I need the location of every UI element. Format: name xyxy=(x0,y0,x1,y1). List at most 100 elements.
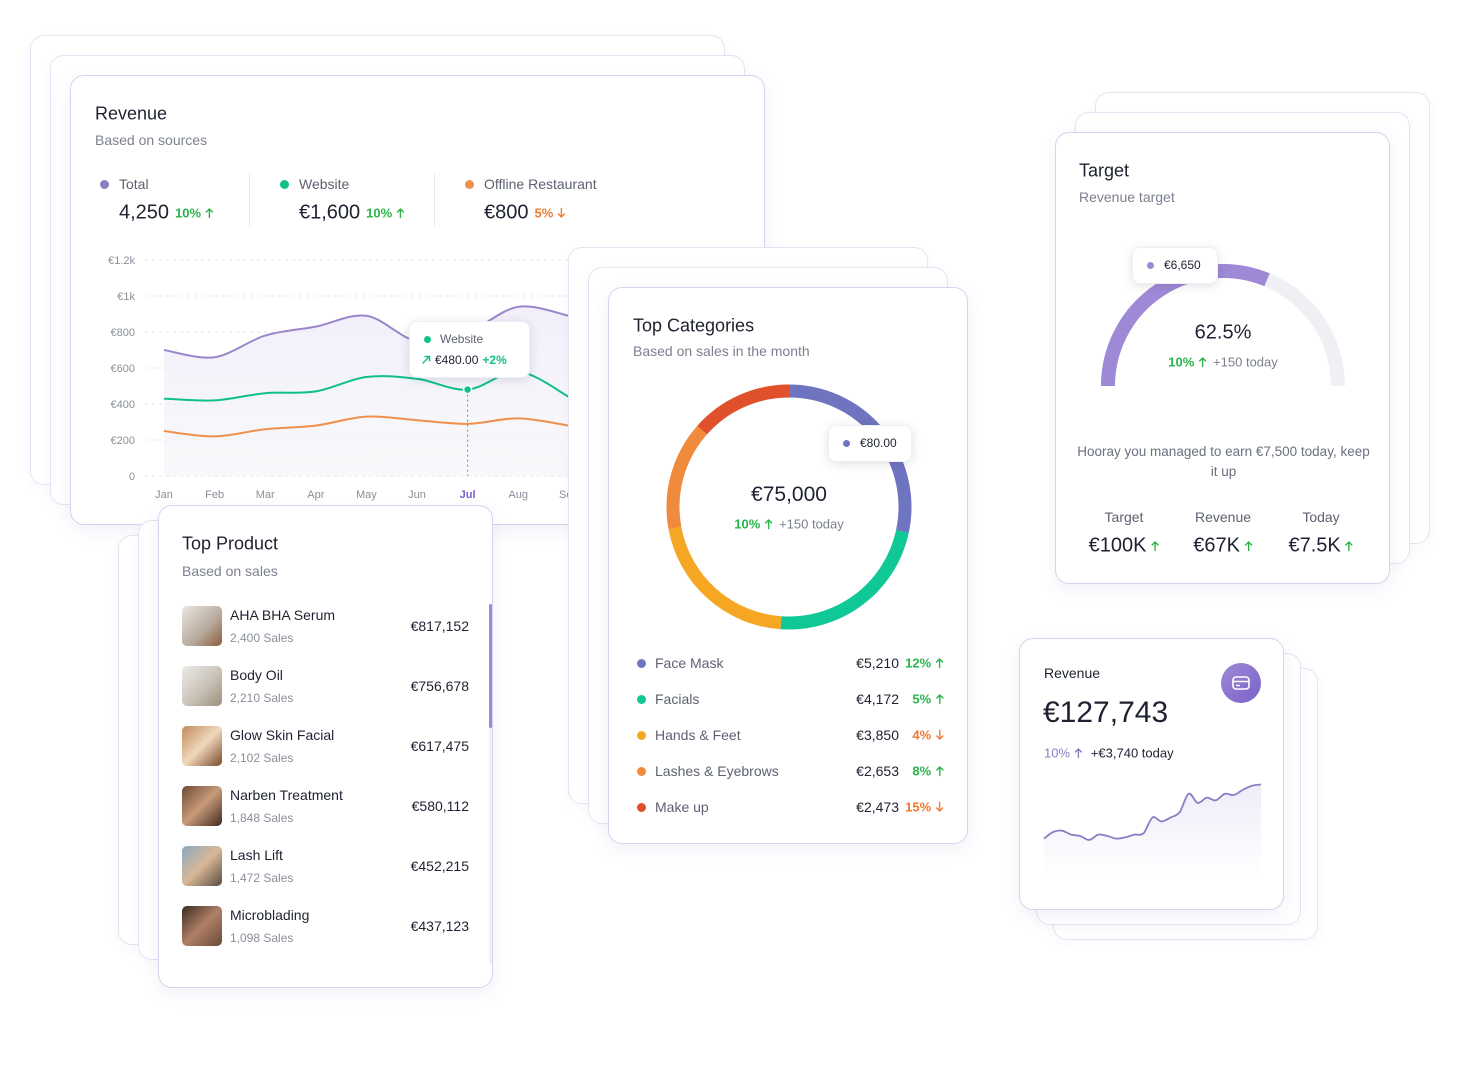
stat-value: 4,250 xyxy=(119,201,170,224)
stat-name: Revenue xyxy=(1194,509,1252,525)
card-title: Top Categories xyxy=(633,315,755,336)
x-tick-label: Mar xyxy=(256,489,275,501)
stat-name: Today xyxy=(1302,509,1340,525)
line-series xyxy=(163,415,569,438)
arrow-icon xyxy=(935,801,944,812)
arrow-path xyxy=(557,207,566,218)
revenue-summary-card: Revenue €127,743 10% +€3,740 today xyxy=(1019,638,1284,910)
y-tick-label: €400 xyxy=(111,399,135,411)
legend-label: Facials xyxy=(655,691,700,707)
tooltip: Website €480.00 +2% xyxy=(409,321,530,378)
x-tick-label: Apr xyxy=(307,489,324,501)
legend-dot xyxy=(464,179,474,189)
stat-value-row: €67K xyxy=(1193,535,1253,558)
donut-center-value: €75,000 xyxy=(751,483,827,506)
stat-value: €1,600 xyxy=(299,201,361,224)
arrow-path xyxy=(396,208,405,219)
donut-segment xyxy=(780,529,909,630)
stat-name: Total xyxy=(119,176,149,192)
arrow-icon xyxy=(764,519,773,530)
arrow-path xyxy=(935,729,944,740)
tooltip-value: €80.00 xyxy=(860,436,897,450)
change-value: 15% xyxy=(905,799,932,815)
y-tick-label: €1k xyxy=(117,291,135,303)
arrow-icon xyxy=(935,694,944,705)
legend-label: Face Mask xyxy=(655,655,724,671)
product-price: €452,215 xyxy=(410,858,469,874)
tooltip-row: €480.00 +2% xyxy=(421,353,507,367)
legend-change: 5% xyxy=(912,692,944,707)
product-name: Body Oil xyxy=(230,667,283,683)
legend-dot xyxy=(99,179,109,189)
stat-value-row: €7.5K xyxy=(1288,535,1353,558)
stat-value-row: €800 5% xyxy=(484,202,566,225)
card-title: Target xyxy=(1079,160,1130,181)
card-subtitle: Based on sales in the month xyxy=(633,343,810,359)
arrow-path xyxy=(935,766,944,777)
arrow-icon xyxy=(396,208,405,219)
arrow-icon xyxy=(935,729,944,740)
stat-value: €100K xyxy=(1088,534,1147,557)
legend-value: €4,172 xyxy=(856,691,899,707)
legend-value: €2,653 xyxy=(856,763,899,779)
stat-divider xyxy=(249,174,250,226)
summary-change: 10% +€3,740 today xyxy=(1044,746,1174,761)
product-thumbnail xyxy=(182,786,222,826)
product-thumbnail xyxy=(182,906,222,946)
arrow-icon xyxy=(1151,541,1159,552)
legend-change: 8% xyxy=(912,764,944,779)
product-sales: 2,210 Sales xyxy=(230,691,294,705)
arrow-path xyxy=(1345,541,1353,552)
x-tick-label: Feb xyxy=(205,489,224,501)
change-value: 10% xyxy=(734,516,761,532)
stat-value-row: €100K xyxy=(1089,535,1160,558)
arrow-path xyxy=(1151,541,1159,552)
arrow-icon xyxy=(1074,748,1083,759)
arrow-path xyxy=(935,658,944,669)
stat-name: Website xyxy=(299,176,350,192)
product-thumbnail xyxy=(182,846,222,886)
line-series xyxy=(163,305,570,359)
target-card: Target Revenue target 62.5% 10% +150 today €6… xyxy=(1055,132,1390,584)
card-subtitle: Based on sales xyxy=(182,563,278,579)
product-name: AHA BHA Serum xyxy=(230,607,336,623)
legend-change: 12% xyxy=(905,656,944,671)
change-value: 5% xyxy=(912,691,932,707)
product-name: Lash Lift xyxy=(230,847,283,863)
legend-dot xyxy=(636,730,646,740)
y-tick-label: 0 xyxy=(129,471,135,483)
arrow-icon xyxy=(935,766,944,777)
donut-segment xyxy=(697,384,790,435)
legend-change: 15% xyxy=(905,800,944,815)
stat-value-row: €1,600 10% xyxy=(299,202,405,225)
stat-name: Target xyxy=(1104,509,1144,525)
stat-change: 5% xyxy=(534,205,554,221)
product-name: Glow Skin Facial xyxy=(230,727,335,743)
product-price: €617,475 xyxy=(410,738,469,754)
product-sales: 2,400 Sales xyxy=(230,631,294,645)
trend-path xyxy=(422,355,431,364)
legend-dot xyxy=(636,694,646,704)
x-tick-label: Aug xyxy=(508,489,528,501)
product-thumbnail xyxy=(182,726,222,766)
stat-value: €67K xyxy=(1193,534,1240,557)
card-subtitle: Revenue target xyxy=(1079,189,1175,205)
legend-dot xyxy=(636,802,646,812)
arrow-icon xyxy=(1198,357,1207,368)
tooltip-label: Website xyxy=(440,332,484,346)
legend-change: 4% xyxy=(912,728,944,743)
x-tick-label: May xyxy=(356,489,377,501)
change-value: 4% xyxy=(912,727,932,743)
card-title: Revenue xyxy=(95,103,168,124)
tooltip-value: €6,650 xyxy=(1164,258,1201,272)
legend-label: Hands & Feet xyxy=(655,727,741,743)
gauge-change: 10% +150 today xyxy=(1168,355,1278,370)
change-value: 10% xyxy=(1168,354,1195,370)
product-price: €817,152 xyxy=(410,618,469,634)
product-sales: 1,098 Sales xyxy=(230,931,294,945)
tooltip: €80.00 xyxy=(828,425,912,462)
card-subtitle: Based on sources xyxy=(95,132,208,148)
highlight-point xyxy=(462,384,473,395)
icon-shape xyxy=(1232,676,1250,690)
legend-value: €5,210 xyxy=(856,655,899,671)
